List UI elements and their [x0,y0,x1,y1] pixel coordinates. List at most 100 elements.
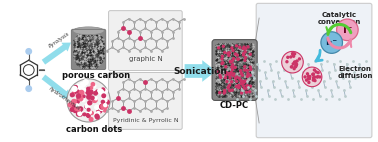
Circle shape [87,87,90,90]
Circle shape [249,66,251,68]
Text: Sonication: Sonication [174,66,227,76]
Circle shape [80,83,83,85]
Circle shape [232,75,234,77]
Circle shape [313,76,315,78]
Circle shape [231,89,233,91]
Circle shape [88,110,91,114]
Circle shape [287,56,289,58]
Circle shape [241,81,243,83]
Text: I⁻: I⁻ [343,25,352,35]
Circle shape [82,88,85,92]
Circle shape [296,60,298,62]
Circle shape [304,76,306,78]
Circle shape [235,77,237,79]
Circle shape [238,86,240,88]
Circle shape [101,104,105,109]
Circle shape [299,58,301,60]
Circle shape [96,116,99,119]
FancyBboxPatch shape [108,11,182,71]
Circle shape [317,72,319,74]
Circle shape [247,46,249,48]
Circle shape [232,50,234,52]
Circle shape [238,87,240,88]
Circle shape [227,87,229,89]
Circle shape [73,89,75,92]
Circle shape [241,83,243,85]
Circle shape [249,53,251,55]
Circle shape [239,77,240,79]
Circle shape [221,63,223,65]
Circle shape [222,55,223,57]
Circle shape [26,49,31,54]
FancyBboxPatch shape [212,40,257,100]
Circle shape [293,68,295,70]
Circle shape [76,100,79,103]
Circle shape [232,64,234,66]
Circle shape [223,92,225,94]
Circle shape [92,98,97,102]
Circle shape [229,74,231,76]
Circle shape [72,86,77,91]
Circle shape [78,109,81,112]
Circle shape [91,83,94,86]
Circle shape [237,58,239,60]
Circle shape [225,66,227,68]
Circle shape [234,66,236,68]
Text: graphic N: graphic N [129,56,162,62]
Circle shape [312,79,314,81]
Circle shape [88,101,92,105]
Polygon shape [42,43,71,65]
Circle shape [91,84,96,88]
Text: I₅⁻: I₅⁻ [325,38,338,47]
Circle shape [73,108,78,113]
Circle shape [244,51,246,53]
Circle shape [89,118,93,121]
Circle shape [243,81,245,83]
Circle shape [77,92,81,95]
Circle shape [229,90,231,92]
Circle shape [308,82,310,83]
Circle shape [292,63,294,65]
Circle shape [76,94,79,97]
Circle shape [245,80,247,82]
Circle shape [243,46,245,48]
Circle shape [295,64,297,66]
Text: hydrothermal: hydrothermal [47,86,81,111]
Circle shape [293,53,294,55]
Circle shape [94,97,97,100]
Circle shape [295,64,297,66]
Circle shape [93,90,96,93]
Circle shape [97,111,100,114]
Circle shape [100,92,103,95]
Circle shape [82,95,85,98]
Circle shape [224,52,226,53]
Circle shape [241,80,243,82]
Circle shape [96,90,99,93]
Circle shape [238,84,240,86]
Circle shape [233,73,235,75]
Circle shape [228,74,231,76]
FancyBboxPatch shape [108,72,182,129]
Circle shape [241,92,243,94]
Circle shape [101,103,103,106]
Circle shape [226,81,228,83]
Circle shape [293,55,294,57]
Circle shape [291,66,293,68]
Circle shape [237,58,239,60]
Circle shape [282,51,303,73]
Circle shape [305,79,308,81]
Circle shape [224,91,226,93]
Circle shape [240,70,242,72]
Circle shape [26,86,31,91]
FancyBboxPatch shape [256,3,372,138]
Circle shape [95,114,99,118]
Circle shape [79,90,84,95]
Circle shape [309,76,311,78]
Circle shape [307,78,309,80]
Circle shape [235,85,237,87]
Circle shape [100,102,104,107]
Text: CD-PC: CD-PC [220,101,249,110]
Circle shape [94,91,97,95]
Circle shape [86,90,90,94]
Circle shape [245,57,246,59]
